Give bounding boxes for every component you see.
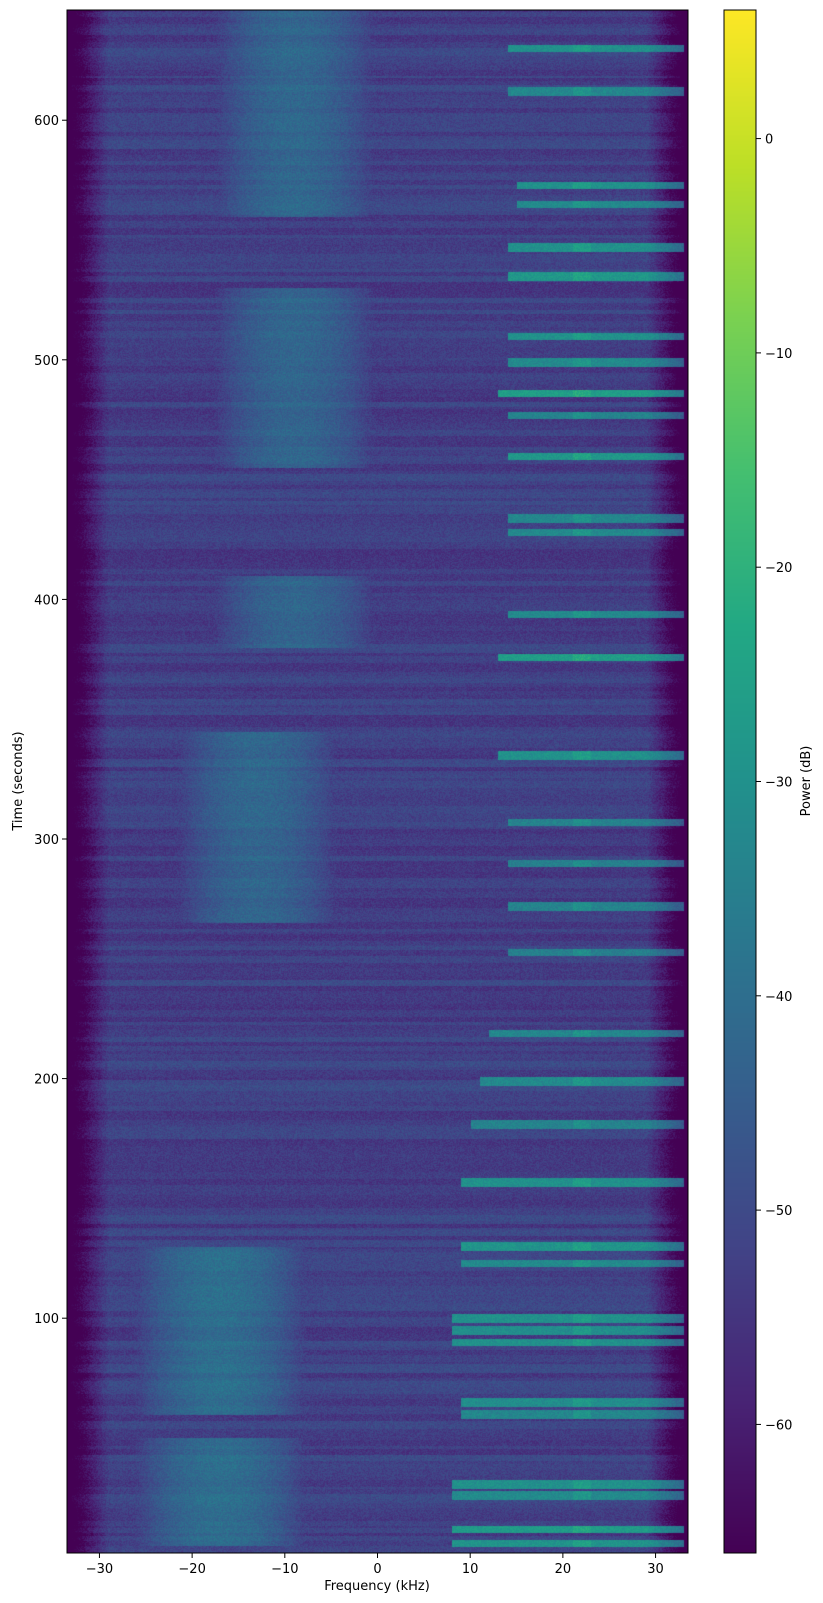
colorbar-tick-label: −20	[765, 561, 792, 576]
x-tick-label: −10	[271, 1562, 298, 1577]
colorbar-tick-label: −10	[765, 347, 792, 362]
x-axis-label: Frequency (kHz)	[324, 1579, 430, 1594]
y-axis-label: Time (seconds)	[11, 731, 26, 831]
y-tick-label: 400	[34, 593, 59, 608]
x-tick-label: 30	[647, 1562, 664, 1577]
x-tick-label: 20	[555, 1562, 572, 1577]
plot-frame	[66, 9, 689, 1554]
y-tick-label: 500	[34, 354, 59, 369]
x-tick-label: 0	[373, 1562, 381, 1577]
colorbar-tick-label: 0	[765, 133, 773, 148]
x-axis-ticks: −30 −20 −10 0 10 20 30	[86, 1553, 664, 1577]
y-tick-label: 600	[34, 114, 59, 129]
y-tick-label: 300	[34, 833, 59, 848]
x-tick-label: −30	[86, 1562, 113, 1577]
colorbar-frame	[723, 9, 757, 1554]
colorbar-label: Power (dB)	[799, 746, 814, 817]
y-tick-label: 200	[34, 1073, 59, 1088]
colorbar-gradient	[724, 10, 756, 1553]
y-tick-label: 100	[34, 1312, 59, 1327]
colorbar-tick-label: −50	[765, 1204, 792, 1219]
x-tick-label: 10	[462, 1562, 479, 1577]
colorbar-tick-label: −40	[765, 990, 792, 1005]
spectrogram-image	[67, 10, 688, 1553]
colorbar-tick-label: −60	[765, 1418, 792, 1433]
x-tick-label: −20	[178, 1562, 205, 1577]
colorbar-tick-label: −30	[765, 776, 792, 791]
colorbar-ticks: 0 −10 −20 −30 −40 −50 −60	[756, 133, 792, 1433]
y-axis-ticks: 100 200 300 400 500 600	[34, 114, 67, 1327]
